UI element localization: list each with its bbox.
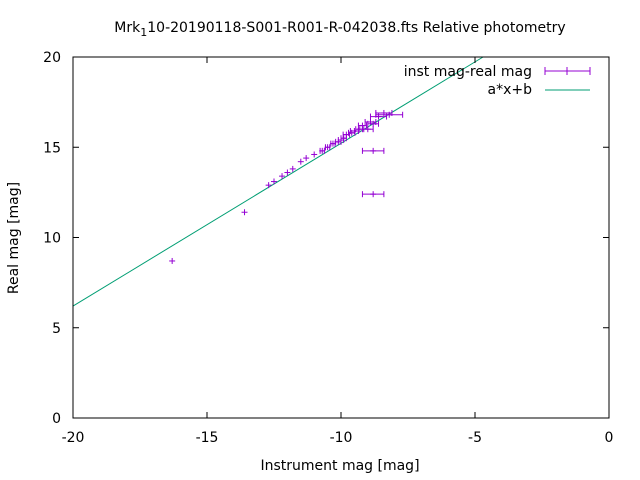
y-tick-label: 10 bbox=[43, 231, 61, 247]
data-point bbox=[361, 191, 385, 198]
data-point bbox=[349, 128, 359, 135]
data-point bbox=[311, 151, 318, 158]
legend-label-points: inst mag-real mag bbox=[404, 64, 532, 80]
data-point bbox=[271, 178, 277, 185]
data-point bbox=[361, 147, 385, 154]
data-point bbox=[319, 147, 326, 154]
chart-title-subscript: 1 bbox=[140, 26, 147, 39]
x-axis-label: Instrument mag [mag] bbox=[260, 458, 419, 474]
data-point bbox=[324, 144, 331, 151]
data-point bbox=[289, 165, 296, 172]
data-point bbox=[303, 155, 310, 162]
y-tick-label: 5 bbox=[52, 321, 61, 337]
data-point bbox=[169, 257, 176, 264]
data-point bbox=[329, 140, 336, 147]
y-tick-label: 15 bbox=[43, 140, 61, 156]
x-tick-label: -15 bbox=[196, 430, 219, 446]
chart-title: Mrk110-20190118-S001-R001-R-042038.fts R… bbox=[114, 20, 565, 39]
y-tick-label: 0 bbox=[52, 411, 61, 427]
fit-line bbox=[72, 56, 484, 307]
data-point bbox=[265, 182, 272, 189]
data-point bbox=[357, 122, 367, 129]
data-point bbox=[361, 126, 374, 133]
x-tick-label: -10 bbox=[330, 430, 353, 446]
points-layer bbox=[169, 109, 404, 264]
plot-frame bbox=[72, 56, 610, 419]
legend: inst mag-real mag a*x+b bbox=[404, 64, 591, 98]
x-tick-label: 0 bbox=[605, 430, 614, 446]
data-point bbox=[241, 209, 248, 216]
y-axis-label: Real mag [mag] bbox=[6, 182, 22, 294]
data-point bbox=[367, 120, 380, 127]
data-point bbox=[279, 173, 286, 180]
x-tick-label: -5 bbox=[468, 430, 482, 446]
data-point bbox=[355, 126, 365, 133]
legend-label-fit: a*x+b bbox=[488, 82, 533, 98]
y-tick-label: 20 bbox=[43, 50, 61, 66]
fit-layer bbox=[72, 56, 484, 307]
x-tick-label: -20 bbox=[62, 430, 85, 446]
chart-title-prefix: Mrk bbox=[114, 20, 141, 36]
ticks-layer: -20 -15 -10 -5 0 0 5 10 15 20 bbox=[43, 50, 613, 446]
data-point bbox=[340, 135, 347, 142]
data-point bbox=[284, 169, 291, 176]
chart-title-suffix: 10-20190118-S001-R001-R-042038.fts Relat… bbox=[147, 20, 565, 36]
data-point bbox=[375, 111, 404, 118]
data-point bbox=[297, 158, 304, 165]
